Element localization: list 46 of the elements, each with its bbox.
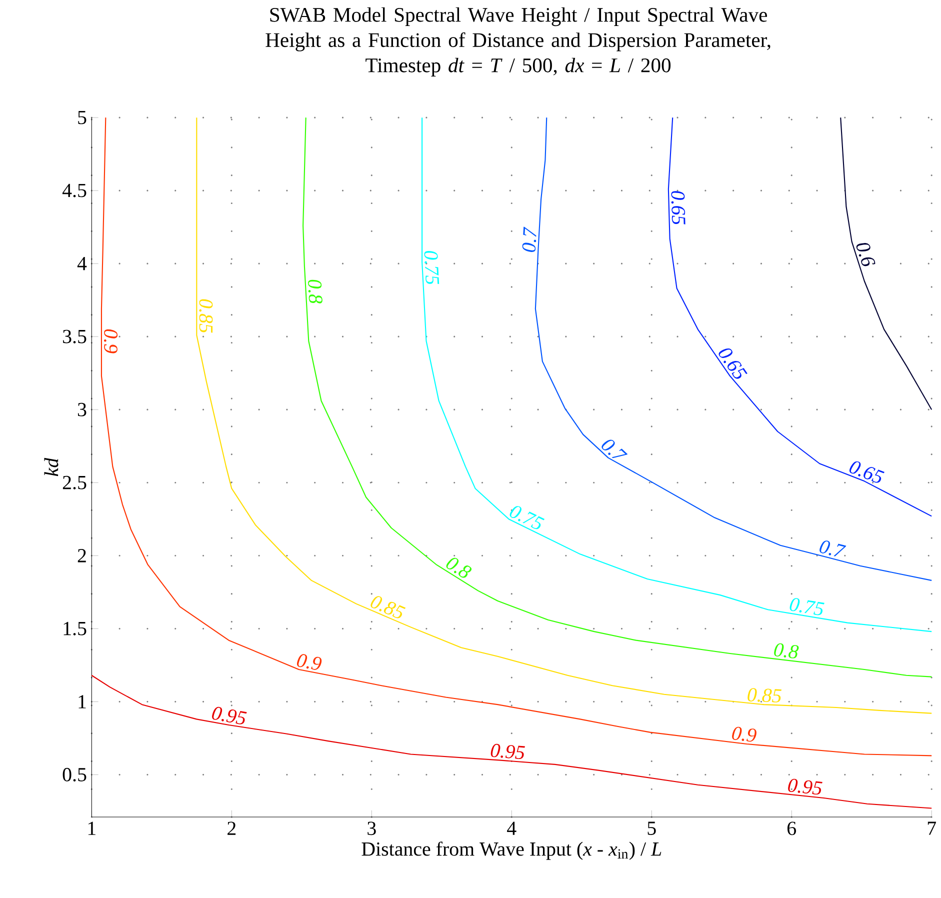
y-tick-label: 5 bbox=[78, 111, 86, 124]
text: 0.7 bbox=[602, 440, 628, 458]
x-tick-label: 5 bbox=[648, 822, 656, 836]
line-series bbox=[840, 117, 932, 410]
y-tick-label: 0.5 bbox=[62, 768, 86, 782]
series-label: 0.85 bbox=[748, 688, 782, 703]
text: 0.95 bbox=[212, 707, 247, 724]
text: 0.65 bbox=[849, 461, 885, 483]
text: 0.7 bbox=[820, 540, 846, 557]
x-tick-label: 4 bbox=[507, 822, 516, 835]
x-axis-title: Distance from Wave Input (x - x$_{in}$) / L bbox=[362, 842, 662, 860]
line-series bbox=[91, 674, 932, 809]
text: 0.7 bbox=[522, 226, 536, 252]
y-tick-label: 1.5 bbox=[64, 622, 86, 636]
text: 0.85 bbox=[199, 299, 213, 333]
x-tick-label: 3 bbox=[368, 822, 376, 836]
text: 0.9 bbox=[732, 726, 756, 742]
text: 0.95 bbox=[490, 744, 526, 760]
text: 0.75 bbox=[424, 251, 440, 284]
y-tick-label: 4 bbox=[77, 257, 87, 270]
text: 0.9 bbox=[297, 654, 322, 670]
x-tick-label: 1 bbox=[88, 822, 96, 836]
y-axis-title: kd bbox=[44, 458, 58, 476]
text: 0.75 bbox=[790, 598, 824, 616]
line-series bbox=[668, 117, 932, 517]
y-tick-label: 3 bbox=[78, 403, 86, 416]
line-series bbox=[422, 117, 932, 632]
y-tick-label: 2.5 bbox=[62, 476, 86, 490]
text: 0.75 bbox=[510, 506, 545, 530]
text: 0.6 bbox=[856, 243, 876, 266]
x-tick-label: 7 bbox=[928, 822, 936, 835]
x-tick-label: 2 bbox=[228, 822, 236, 836]
y-tick-label: 1 bbox=[78, 695, 86, 708]
text: 0.9 bbox=[104, 330, 118, 354]
y-tick-label: 4.5 bbox=[62, 184, 86, 198]
text: 0.8 bbox=[774, 643, 799, 658]
y-tick-label: 2 bbox=[78, 549, 86, 562]
text: 0.65 bbox=[671, 191, 686, 224]
text: 0.95 bbox=[788, 778, 822, 795]
text: 0.85 bbox=[370, 596, 406, 618]
text: 0.65 bbox=[718, 348, 748, 379]
text: Timestep dt = T / 500, dx = L / 200 bbox=[366, 58, 671, 77]
y-tick-label: 3.5 bbox=[63, 330, 86, 344]
x-tick-label: 6 bbox=[787, 822, 796, 836]
text: 0.8 bbox=[446, 558, 472, 578]
text: 0.8 bbox=[308, 280, 322, 304]
